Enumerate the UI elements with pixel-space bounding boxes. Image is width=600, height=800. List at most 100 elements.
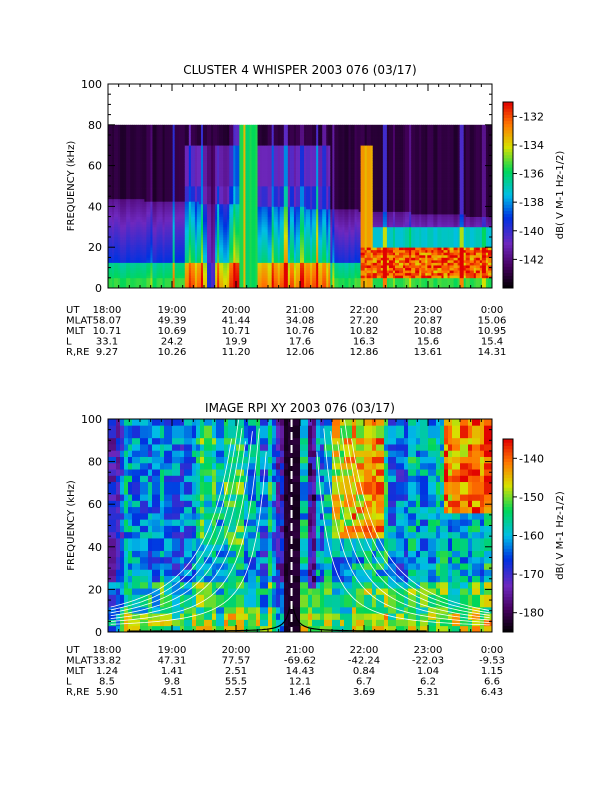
ephemeris-value: 12.1 [289,677,311,688]
ephemeris-value: 10.26 [158,347,187,358]
chart-title: CLUSTER 4 WHISPER 2003 076 (03/17) [183,63,416,77]
ytick-label: 60 [88,160,102,173]
ephemeris-value: 10.69 [158,326,187,337]
ephemeris-value: 10.76 [286,326,315,337]
ephemeris-row-label: MLT [66,666,86,677]
ephemeris-value: 1.04 [417,666,439,677]
ephemeris-value: 34.08 [286,316,315,327]
ephemeris-value: -42.24 [348,656,380,667]
ephemeris-value: 0.84 [353,666,375,677]
ytick-label: 20 [88,241,102,254]
ephemeris-value: 33.82 [93,656,122,667]
ytick-label: 0 [95,282,102,295]
ephemeris-value: 9.8 [164,677,180,688]
ephemeris-value: 19:00 [158,645,187,656]
ephemeris-value: 11.20 [222,347,251,358]
ephemeris-value: -9.53 [479,656,505,667]
gyrofrequency-curve [127,600,427,632]
ephemeris-value: 0:00 [481,305,503,316]
cutoff-curve [110,428,260,622]
colorbar-tick-label: -138 [519,196,544,209]
cutoff-curve [316,451,490,626]
ephemeris-value: 23:00 [414,645,443,656]
cutoff-curve [344,419,490,614]
ephemeris-value: 6.7 [356,677,372,688]
ephemeris-row-label: UT [66,645,80,656]
ephemeris-value: 10.82 [350,326,379,337]
ephemeris-row-label: UT [66,305,80,316]
cutoff-curve [330,431,490,621]
ytick-label: 40 [88,541,102,554]
ephemeris-value: 13.61 [414,347,443,358]
ephemeris-value: 22:00 [350,645,379,656]
cutoff-curve [110,441,246,616]
colorbar-tick-label: -134 [519,139,544,152]
ephemeris-value: 23:00 [414,305,443,316]
ephemeris-value: 47.31 [158,656,187,667]
cutoff-curve [340,428,490,616]
ephemeris-value: 3.69 [353,687,375,698]
ephemeris-value: 5.31 [417,687,439,698]
colorbar-frame [502,101,514,289]
ephemeris-value: 1.41 [161,666,183,677]
ytick-label: 100 [81,78,102,91]
ephemeris-value: 18:00 [93,645,122,656]
ephemeris-value: 10.71 [93,326,122,337]
ephemeris-value: 19:00 [158,305,187,316]
ephemeris-value: 8.5 [99,677,115,688]
colorbar-tick-label: -150 [519,491,544,504]
ephemeris-value: 55.5 [225,677,247,688]
ephemeris-value: 19.9 [225,337,247,348]
ephemeris-value: 20:00 [222,645,251,656]
ephemeris-value: 21:00 [286,305,315,316]
ephemeris-value: 1.15 [481,666,503,677]
ytick-label: 20 [88,583,102,596]
ephemeris-value: -22.03 [412,656,444,667]
y-axis-label: FREQUENCY (kHz) [66,480,77,571]
ephemeris-value: 6.6 [484,677,500,688]
ephemeris-value: 9.27 [96,347,118,358]
colorbar-tick-label: -142 [519,253,544,266]
ephemeris-value: 24.2 [161,337,183,348]
ephemeris-value: 0:00 [481,645,503,656]
ytick-label: 0 [95,626,102,639]
ytick-label: 60 [88,498,102,511]
cutoff-curve [337,441,490,619]
ephemeris-value: 27.20 [350,316,379,327]
ephemeris-row-label: R,RE [66,687,89,698]
colorbar-tick-label: -160 [519,530,544,543]
ephemeris-value: 12.06 [286,347,315,358]
ephemeris-value: 1.24 [96,666,118,677]
colorbar-tick-label: -180 [519,607,544,620]
colorbar-label: dB( V M-1 Hz-1/2) [555,151,566,240]
rpi-spectrogram [108,419,493,633]
ephemeris-value: 17.6 [289,337,311,348]
ephemeris-row-label: MLT [66,326,86,337]
colorbar-label: dB( V M-1 Hz-1/2) [555,491,566,580]
ephemeris-value: 5.90 [96,687,118,698]
cutoff-curve [110,451,267,625]
y-axis-label: FREQUENCY (kHz) [66,141,77,232]
ephemeris-value: -69.62 [284,656,316,667]
ephemeris-value: 77.57 [222,656,251,667]
ephemeris-value: 15.06 [478,316,507,327]
ephemeris-value: 33.1 [96,337,118,348]
ephemeris-value: 16.3 [353,337,375,348]
cutoff-curve [110,419,239,611]
ephemeris-row-label: MLAT [66,316,93,327]
ephemeris-value: 22:00 [350,305,379,316]
chart-title: IMAGE RPI XY 2003 076 (03/17) [205,401,395,415]
ephemeris-value: 18:00 [93,305,122,316]
ephemeris-value: 4.51 [161,687,183,698]
ephemeris-row-label: MLAT [66,656,93,667]
ephemeris-value: 41.44 [222,316,251,327]
ephemeris-value: 2.57 [225,687,247,698]
whisper-spectrogram [108,124,493,289]
colorbar-tick-label: -140 [519,225,544,238]
ephemeris-value: 15.6 [417,337,439,348]
ytick-label: 40 [88,200,102,213]
ytick-label: 80 [88,119,102,132]
ephemeris-value: 10.88 [414,326,443,337]
colorbar-tick-label: -170 [519,568,544,581]
